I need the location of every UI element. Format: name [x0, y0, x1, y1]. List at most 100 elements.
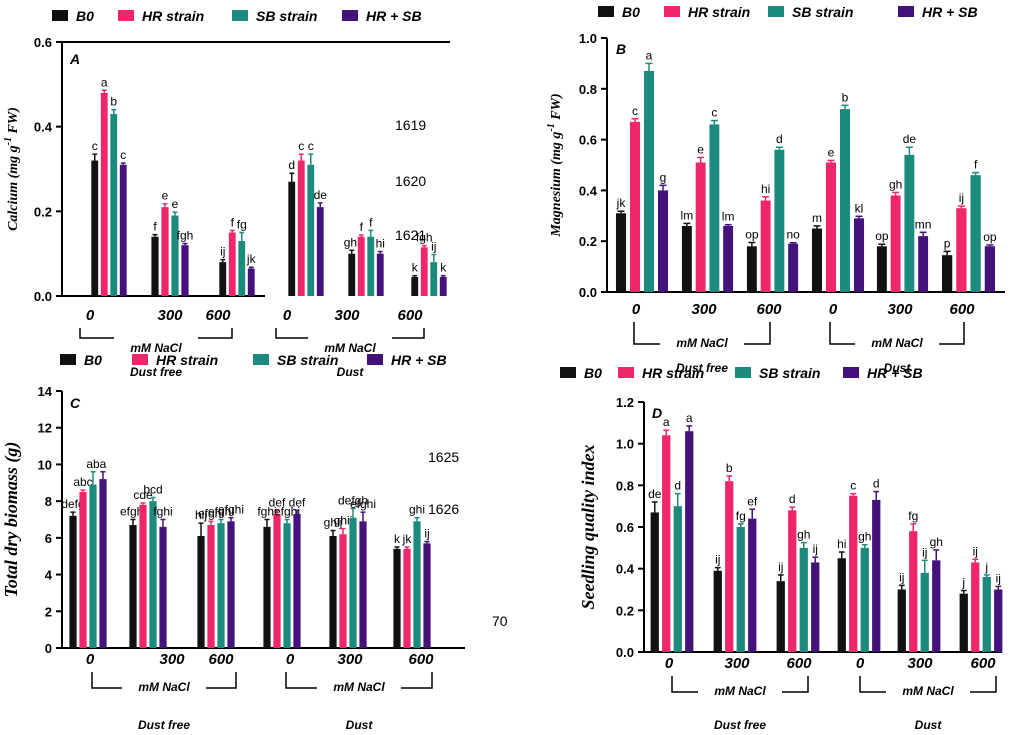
significance-letter: hi — [761, 182, 770, 196]
bar — [413, 521, 421, 648]
bar — [159, 526, 167, 648]
bar — [149, 501, 157, 648]
significance-letter: a — [646, 48, 653, 62]
significance-letter: k — [440, 261, 447, 275]
group-axis-label: mM NaCl — [130, 341, 182, 355]
legend-label: B0 — [84, 352, 102, 368]
significance-letter: fghi — [153, 505, 172, 519]
side-number: 1620 — [395, 173, 426, 189]
x-category-label: 600 — [949, 301, 975, 318]
group-bracket: mM NaCl — [275, 328, 425, 355]
bar — [217, 523, 225, 648]
bar — [736, 527, 745, 652]
group-name: Dust — [346, 718, 374, 732]
y-tick-label: 4 — [45, 568, 53, 583]
group-name: Dust free — [714, 718, 766, 732]
significance-letter: c — [850, 479, 856, 493]
legend-swatch-3 — [898, 6, 914, 17]
significance-letter: jk — [616, 196, 627, 210]
significance-letter: k — [412, 261, 419, 275]
legend-label: SB strain — [256, 8, 317, 24]
x-category-label: 600 — [756, 301, 782, 318]
bar — [376, 253, 384, 296]
group-axis-label: mM NaCl — [676, 336, 728, 350]
significance-letter: gh — [889, 177, 902, 191]
legend-panel-C: B0 HR strain SB strain HR + SB — [60, 352, 447, 368]
y-tick-label: 0.4 — [579, 183, 598, 198]
x-category-label: 0 — [286, 651, 295, 668]
significance-letter: b — [842, 90, 849, 104]
bar — [207, 525, 215, 648]
bar — [811, 562, 820, 652]
significance-letter: m — [812, 211, 822, 225]
x-category-label: 300 — [907, 655, 933, 672]
bar — [79, 491, 87, 648]
bar — [657, 190, 669, 292]
significance-letter: gh — [797, 528, 810, 542]
legend-label: HR + SB — [922, 4, 978, 20]
significance-letter: d — [789, 492, 796, 506]
significance-letter: op — [745, 227, 759, 241]
group-name: Dust free — [138, 718, 190, 732]
bar — [941, 255, 953, 292]
significance-letter: f — [153, 220, 157, 234]
bar — [788, 243, 799, 292]
legend-label: HR strain — [642, 365, 704, 381]
bar — [288, 181, 296, 296]
bar — [423, 543, 431, 648]
y-tick-label: 12 — [38, 421, 52, 436]
side-number: 1619 — [395, 117, 426, 133]
significance-letter: k — [394, 532, 401, 546]
significance-letter: de — [903, 132, 917, 146]
group-bracket: mM NaCl — [79, 328, 233, 355]
bar — [119, 164, 127, 296]
bar — [723, 225, 734, 292]
legend-swatch-2 — [253, 354, 269, 365]
significance-letter: ghij — [324, 516, 343, 530]
side-number: 1625 — [428, 449, 459, 465]
bar — [367, 236, 375, 296]
significance-letter: abc — [73, 475, 92, 489]
significance-letter: fg — [736, 509, 746, 523]
legend-swatch-0 — [52, 10, 68, 21]
significance-letter: hi — [376, 237, 385, 251]
significance-letter: jk — [246, 252, 257, 266]
bar — [685, 431, 694, 652]
significance-letter: e — [172, 197, 179, 211]
bar — [219, 262, 227, 296]
significance-letter: c — [711, 106, 717, 120]
bar — [713, 570, 722, 652]
group-axis-label: mM NaCl — [871, 336, 923, 350]
significance-letter: op — [983, 230, 997, 244]
panel-letter: B — [616, 41, 626, 57]
group-bracket: mM NaCl — [285, 672, 433, 696]
y-tick-label: 2 — [45, 604, 52, 619]
significance-letter: ij — [813, 542, 818, 556]
bar — [774, 149, 785, 292]
y-tick-label: 14 — [38, 384, 53, 399]
significance-letter: c — [298, 139, 304, 153]
bar — [615, 213, 627, 292]
significance-letter: f — [974, 158, 978, 172]
side-number: 1621 — [395, 227, 426, 243]
significance-letter: efghi — [198, 506, 224, 520]
significance-letter: fg — [908, 509, 918, 523]
bar — [263, 526, 271, 648]
legend-swatch-1 — [618, 367, 634, 378]
significance-letter: no — [786, 228, 800, 242]
x-category-label: 300 — [691, 301, 717, 318]
bar — [825, 162, 837, 292]
bar — [393, 548, 401, 648]
legend-swatch-1 — [664, 6, 680, 17]
x-category-label: 300 — [887, 301, 913, 318]
y-tick-label: 10 — [38, 457, 52, 472]
x-category-label: 600 — [786, 655, 812, 672]
bar — [746, 246, 757, 292]
bar — [629, 121, 641, 292]
y-axis-label: Magnesium (mg g-1 FW) — [546, 93, 564, 237]
y-axis-label: Total dry biomass (g) — [1, 442, 22, 598]
y-tick-label: 0.0 — [616, 645, 634, 660]
x-category-label: 300 — [724, 655, 750, 672]
legend-label: HR strain — [688, 4, 750, 20]
significance-letter: bcd — [143, 482, 162, 496]
